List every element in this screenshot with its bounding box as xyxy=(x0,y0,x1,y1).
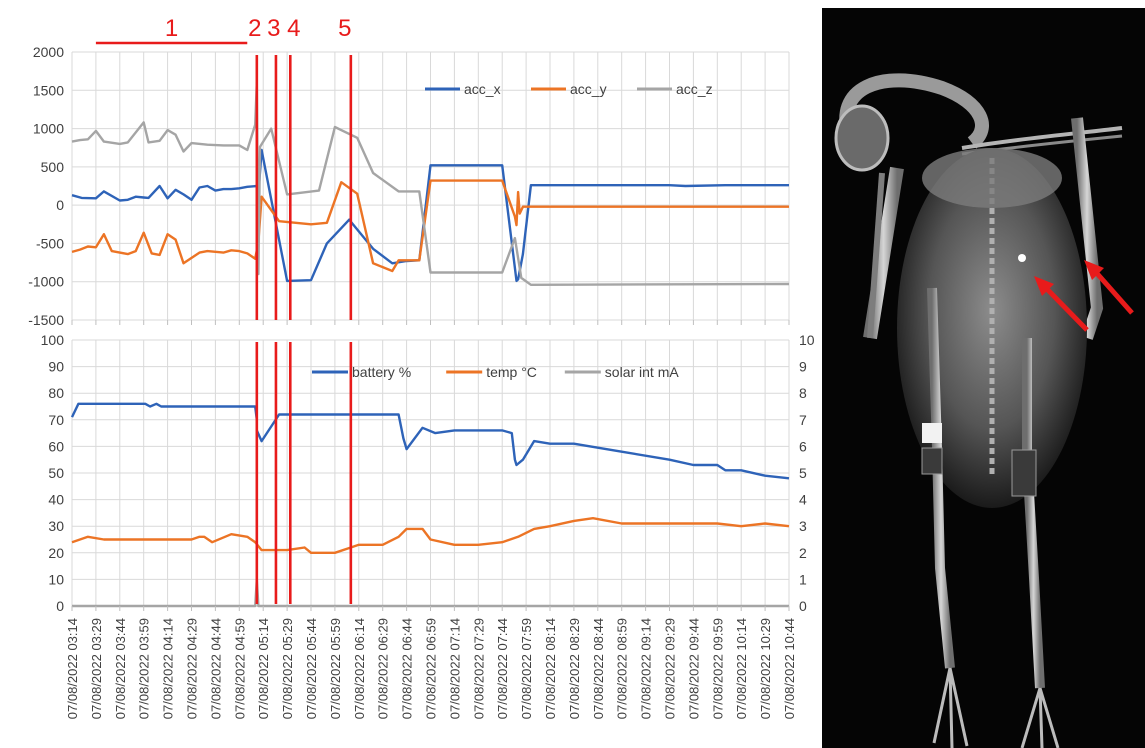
x-tick-label: 07/08/2022 06:44 xyxy=(400,618,415,719)
y-tick-label-right: 5 xyxy=(799,465,807,481)
battery-legend: battery % temp °C solar int mA xyxy=(312,364,679,380)
x-tick-label: 07/08/2022 04:14 xyxy=(161,618,176,719)
left-foot xyxy=(932,667,969,748)
legend-label: battery % xyxy=(352,364,411,380)
beak xyxy=(961,126,1123,150)
y-tick-label-right: 3 xyxy=(799,518,807,534)
x-tick-label: 07/08/2022 09:44 xyxy=(686,618,701,719)
y-tick-label-right: 1 xyxy=(799,571,807,587)
xray-image xyxy=(822,8,1145,748)
x-tick-label: 07/08/2022 07:14 xyxy=(447,618,462,719)
bird-xray-illustration xyxy=(834,73,1134,748)
phase-label-5: 5 xyxy=(338,15,351,42)
y-tick-label: -500 xyxy=(36,235,64,251)
x-tick-label: 07/08/2022 10:44 xyxy=(782,618,797,719)
acceleration-legend: acc_x acc_y acc_z xyxy=(425,81,713,97)
y-tick-label-left: 90 xyxy=(48,359,64,375)
x-tick-label: 07/08/2022 05:14 xyxy=(256,618,271,719)
x-tick-label: 07/08/2022 10:14 xyxy=(734,618,749,719)
x-tick-label: 07/08/2022 05:29 xyxy=(280,618,295,719)
x-tick-label: 07/08/2022 07:44 xyxy=(495,618,510,719)
y-tick-label: 1000 xyxy=(33,121,64,137)
y-tick-label: -1000 xyxy=(28,274,64,290)
x-tick-label: 07/08/2022 08:44 xyxy=(591,618,606,719)
x-tick-label: 07/08/2022 08:14 xyxy=(543,618,558,719)
x-tick-label: 07/08/2022 06:29 xyxy=(376,618,391,719)
y-tick-label: 1500 xyxy=(33,82,64,98)
neck-bone xyxy=(839,73,989,149)
y-tick-label-left: 100 xyxy=(41,332,65,348)
phase-label-2: 2 xyxy=(248,15,261,42)
left-leg xyxy=(927,287,955,669)
acceleration-chart: 2000 1500 1000 500 0 -500 -1000 -1500 acc_x acc_y… xyxy=(28,44,790,328)
phase-label-1: 1 xyxy=(165,15,178,42)
x-tick-label: 07/08/2022 04:44 xyxy=(208,618,223,719)
right-foot xyxy=(1020,687,1060,748)
y-tick-label: -1500 xyxy=(28,312,64,328)
x-tick-label: 07/08/2022 06:14 xyxy=(352,618,367,719)
red-arrow-left xyxy=(1034,276,1089,332)
x-tick-label: 07/08/2022 07:59 xyxy=(519,618,534,719)
right-leg xyxy=(1022,338,1045,689)
leg-band-left xyxy=(922,423,942,443)
x-tick-label: 07/08/2022 06:59 xyxy=(424,618,439,719)
legend-label: solar int mA xyxy=(605,364,680,380)
leg-band-right xyxy=(1011,449,1037,497)
series-line-acc_y xyxy=(71,179,789,273)
y-tick-label-right: 9 xyxy=(799,359,807,375)
x-tick-label: 07/08/2022 04:59 xyxy=(232,618,247,719)
x-tick-label: 07/08/2022 09:14 xyxy=(639,618,654,719)
y-tick-label-left: 30 xyxy=(48,518,64,534)
y-tick-label-left: 60 xyxy=(48,438,64,454)
y-tick-label: 500 xyxy=(41,159,65,175)
skull xyxy=(834,104,890,172)
right-wing-bone xyxy=(1071,117,1104,340)
x-tick-label: 07/08/2022 10:29 xyxy=(758,618,773,719)
legend-label-acc_x: acc_x xyxy=(464,81,501,97)
x-tick-label: 07/08/2022 04:29 xyxy=(185,618,200,719)
x-tick-label: 07/08/2022 03:14 xyxy=(65,618,80,719)
phase-label-4: 4 xyxy=(287,15,300,42)
y-tick-label-left: 40 xyxy=(48,492,64,508)
y-tick-label-left: 50 xyxy=(48,465,64,481)
y-tick-label-right: 4 xyxy=(799,492,807,508)
x-tick-label: 07/08/2022 03:44 xyxy=(113,618,128,719)
x-tick-label: 07/08/2022 09:59 xyxy=(710,618,725,719)
y-tick-label-left: 70 xyxy=(48,412,64,428)
x-tick-label: 07/08/2022 05:59 xyxy=(328,618,343,719)
x-tick-label: 07/08/2022 08:29 xyxy=(567,618,582,719)
y-tick-label-right: 10 xyxy=(799,332,815,348)
y-tick-label-left: 10 xyxy=(48,571,64,587)
y-tick-label: 2000 xyxy=(33,44,64,60)
phase-label-3: 3 xyxy=(267,15,280,42)
x-tick-label: 07/08/2022 03:59 xyxy=(137,618,152,719)
series-line-temp--C xyxy=(71,517,790,554)
y-tick-label-right: 6 xyxy=(799,438,807,454)
y-tick-label-right: 0 xyxy=(799,598,807,614)
y-tick-label-right: 2 xyxy=(799,545,807,561)
red-arrow-right xyxy=(1084,260,1134,315)
x-axis-labels: 07/08/2022 03:14 07/08/2022 03:29 07/08/20… xyxy=(65,606,797,719)
y-tick-label-left: 0 xyxy=(56,598,64,614)
y-tick-label: 0 xyxy=(56,197,64,213)
legend-label-acc_y: acc_y xyxy=(570,81,607,97)
x-tick-label: 07/08/2022 03:29 xyxy=(89,618,104,719)
y-tick-label-left: 20 xyxy=(48,545,64,561)
x-tick-label: 07/08/2022 05:44 xyxy=(304,618,319,719)
x-tick-label: 07/08/2022 07:29 xyxy=(471,618,486,719)
series-line-acc_z xyxy=(71,81,790,286)
y-tick-label-left: 80 xyxy=(48,385,64,401)
y-tick-label-right: 8 xyxy=(799,385,807,401)
legend-label: temp °C xyxy=(486,364,537,380)
legend-label-acc_z: acc_z xyxy=(676,81,713,97)
series-line-battery-- xyxy=(70,402,790,480)
battery-temp-chart: 1009080706050403020100109876543210batter… xyxy=(41,332,815,614)
x-tick-label: 07/08/2022 09:29 xyxy=(663,618,678,719)
x-tick-label: 07/08/2022 08:59 xyxy=(615,618,630,719)
y-tick-label-right: 7 xyxy=(799,412,807,428)
tag-marker xyxy=(1018,254,1026,262)
